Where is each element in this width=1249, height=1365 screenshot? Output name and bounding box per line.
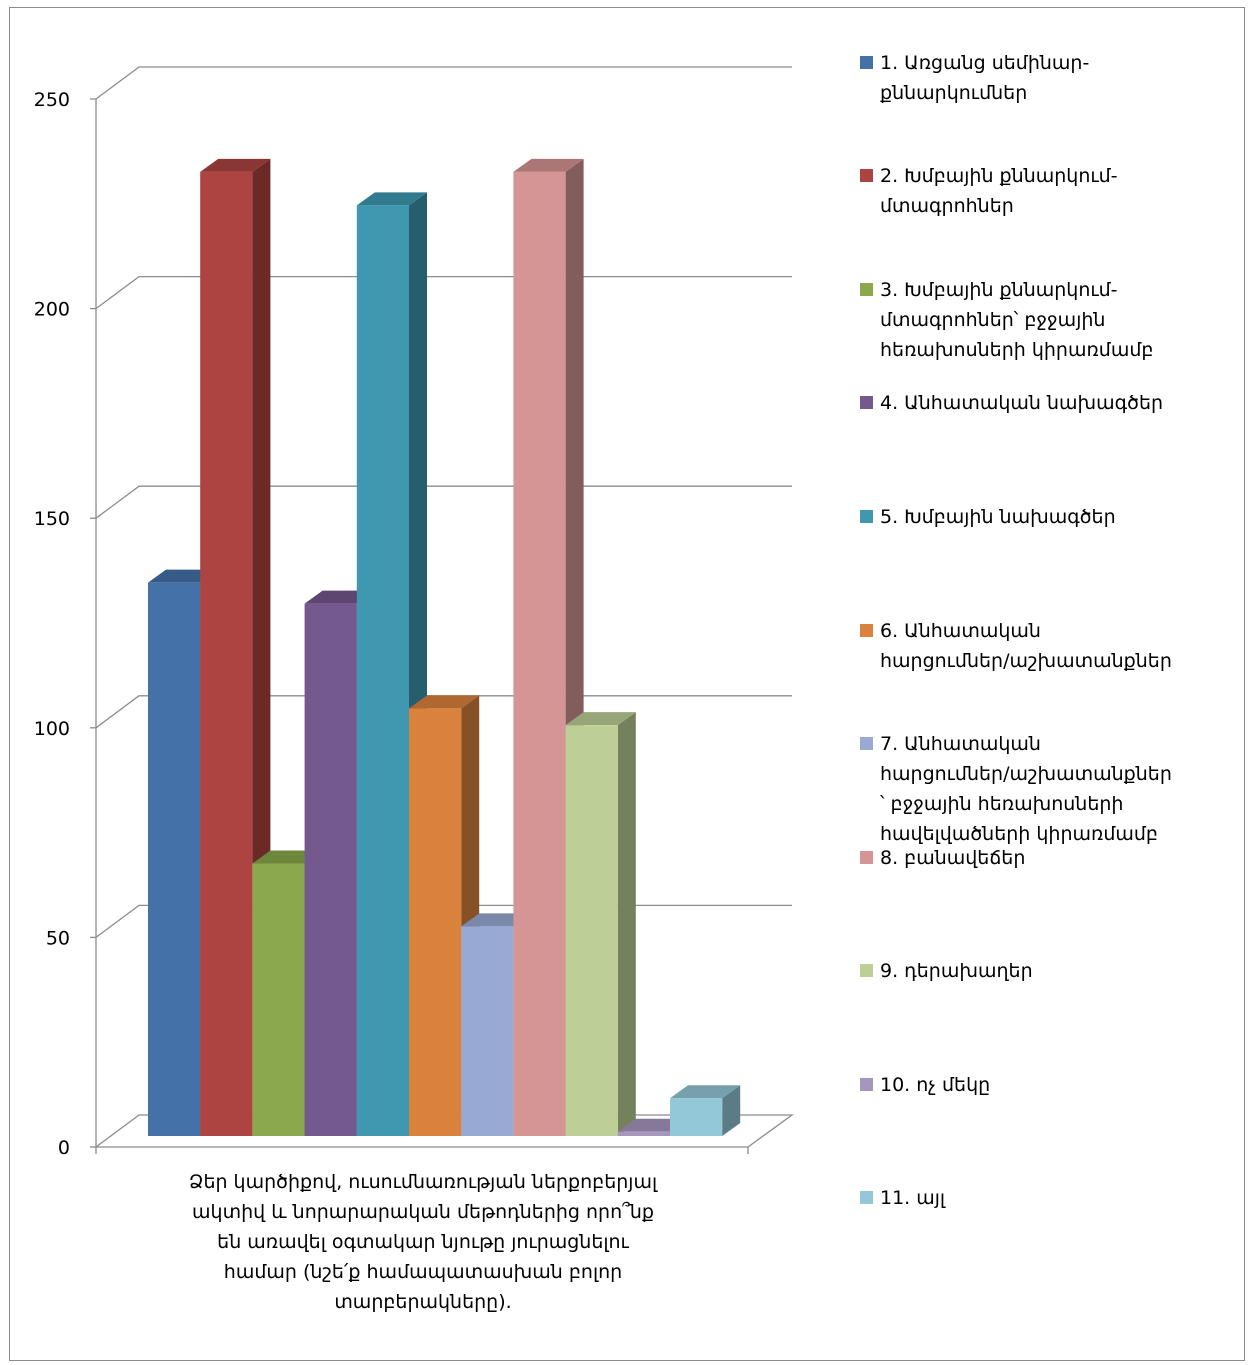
category-label-line: ակտիվ և նորարարական մեթոդներից որո՞նք bbox=[192, 1201, 654, 1223]
legend-label-line: 5. Խմբային նախագծեր bbox=[880, 506, 1116, 528]
legend-swatch bbox=[860, 851, 873, 864]
legend-label: 1. Առցանց սեմինար-քննարկումներ bbox=[880, 48, 1245, 108]
legend-label-line: 9. դերախաղեր bbox=[880, 960, 1033, 982]
legend-label-line: 1. Առցանց սեմինար- bbox=[880, 52, 1090, 74]
legend-label-line: հեռախոսների կիրառմամբ bbox=[880, 339, 1154, 361]
y-tick-label: 200 bbox=[34, 299, 70, 321]
legend-swatch bbox=[860, 169, 873, 182]
legend-label-line: հարցումներ/աշխատանքներ bbox=[880, 650, 1172, 672]
bar-9 bbox=[565, 712, 636, 1136]
legend: 1. Առցանց սեմինար-քննարկումներ 2. Խմբային… bbox=[860, 0, 1245, 1360]
legend-label-line: 8. բանավեճեր bbox=[880, 847, 1026, 869]
category-label-line: են առավել օգտակար նյութը յուրացնելու bbox=[217, 1231, 629, 1253]
legend-label-line: 7. Անհատական bbox=[880, 733, 1041, 755]
legend-label: 6. Անհատական հարցումներ/աշխատանքներ bbox=[880, 616, 1245, 676]
legend-swatch bbox=[860, 737, 873, 750]
chart-axes: 0 50 100 150 200 250 bbox=[34, 89, 794, 1159]
gridline bbox=[95, 66, 792, 100]
legend-label-line: քննարկումներ bbox=[880, 82, 1028, 104]
legend-label: 3. Խմբային քննարկում-մտագրոհներ՝ բջջային… bbox=[880, 275, 1245, 365]
bar-front bbox=[304, 603, 357, 1136]
bar-front bbox=[252, 863, 305, 1136]
legend-label: 8. բանավեճեր bbox=[880, 843, 1245, 873]
category-axis-label: Ձեր կարծիքով, ուսումնառության ներքոբերյա… bbox=[128, 1167, 718, 1317]
legend-label: 4. Անհատական նախագծեր bbox=[880, 388, 1245, 418]
legend-label-line: 10. ոչ մեկը bbox=[880, 1074, 991, 1096]
legend-label: 9. դերախաղեր bbox=[880, 956, 1245, 986]
legend-label-line: ՝ բջջային հեռախոսների bbox=[880, 793, 1124, 815]
bar-front bbox=[356, 205, 409, 1137]
bar-front bbox=[148, 582, 201, 1136]
bar-side bbox=[722, 1085, 741, 1136]
chart-floor bbox=[94, 1114, 794, 1148]
bar-front bbox=[670, 1098, 723, 1136]
legend-label-line: հարցումներ/աշխատանքներ bbox=[880, 763, 1172, 785]
y-tick-label: 50 bbox=[46, 927, 70, 949]
legend-label-line: 6. Անհատական bbox=[880, 620, 1041, 642]
legend-label-line: մտագրոհներ bbox=[880, 195, 1014, 217]
bar-top bbox=[513, 158, 584, 172]
legend-swatch bbox=[860, 396, 873, 409]
y-tick-label: 250 bbox=[34, 89, 70, 111]
bar-side bbox=[617, 712, 636, 1136]
bar-top bbox=[200, 158, 271, 172]
bar-11 bbox=[670, 1085, 741, 1136]
legend-label-line: 4. Անհատական նախագծեր bbox=[880, 392, 1164, 414]
legend-label: 11. այլ bbox=[880, 1183, 1245, 1213]
legend-swatch bbox=[860, 1078, 873, 1091]
legend-swatch bbox=[860, 56, 873, 69]
bar-front bbox=[617, 1131, 670, 1136]
legend-swatch bbox=[860, 283, 873, 296]
y-tick-label: 0 bbox=[58, 1137, 70, 1159]
legend-label-line: հավելվածների կիրառմամբ bbox=[880, 823, 1158, 845]
legend-label: 5. Խմբային նախագծեր bbox=[880, 502, 1245, 532]
legend-label-line: 2. Խմբային քննարկում- bbox=[880, 165, 1118, 187]
legend-swatch bbox=[860, 964, 873, 977]
legend-label: 10. ոչ մեկը bbox=[880, 1070, 1245, 1100]
y-tick-label: 100 bbox=[34, 718, 70, 740]
legend-swatch bbox=[860, 624, 873, 637]
bar-front bbox=[565, 725, 618, 1136]
bar-front bbox=[200, 171, 253, 1137]
legend-label-line: մտագրոհներ՝ բջջային bbox=[880, 309, 1106, 331]
category-label-line: Ձեր կարծիքով, ուսումնառության ներքոբերյա… bbox=[188, 1171, 658, 1193]
legend-label-line: 3. Խմբային քննարկում- bbox=[880, 279, 1118, 301]
bar-front bbox=[461, 926, 514, 1136]
legend-label: 7. Անհատական հարցումներ/աշխատանքներ ՝ բջջա… bbox=[880, 729, 1245, 849]
chart-bars bbox=[148, 158, 741, 1137]
bar-top bbox=[356, 192, 427, 206]
legend-label: 2. Խմբային քննարկում-մտագրոհներ bbox=[880, 161, 1245, 221]
bar-top bbox=[565, 712, 636, 726]
y-tick-label: 150 bbox=[34, 508, 70, 530]
legend-swatch bbox=[860, 510, 873, 523]
legend-label-line: 11. այլ bbox=[880, 1187, 946, 1209]
chart-frame bbox=[9, 7, 1245, 1361]
legend-swatch bbox=[860, 1191, 873, 1204]
category-label-line: տարբերակները). bbox=[334, 1291, 512, 1313]
bar-top bbox=[670, 1085, 741, 1099]
category-label-line: համար (նշե՛ք համապատասխան բոլոր bbox=[223, 1261, 623, 1283]
bar-front bbox=[409, 708, 462, 1136]
bar-front bbox=[513, 171, 566, 1137]
bar-top bbox=[409, 695, 480, 709]
